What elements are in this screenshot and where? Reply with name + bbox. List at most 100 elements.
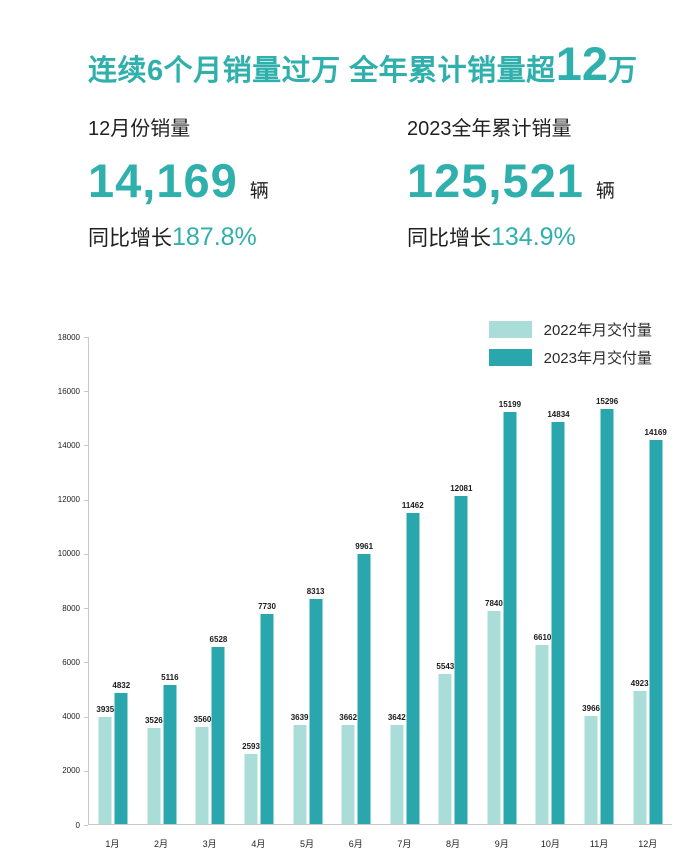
stat-value-row: 125,521 辆 [407, 153, 700, 208]
stat-value: 14,169 [88, 154, 238, 207]
title-suffix: 万 [607, 55, 638, 87]
stat-growth-label: 同比增长 [407, 227, 491, 250]
x-axis-label-6月: 6月 [348, 839, 363, 849]
y-axis-tick [84, 825, 88, 826]
bar-2022年月交付量-2月: 3526 [145, 716, 163, 824]
bar-2023年月交付量-12月: 14169 [645, 428, 667, 824]
y-axis-label: 14000 [57, 440, 80, 450]
x-axis-label-5月: 5月 [300, 839, 315, 849]
bar-group-1月: 3935 4832 [89, 337, 138, 824]
stat-label: 12月份销量 [88, 118, 191, 140]
bar-pair: 5543 12081 [436, 484, 472, 824]
bar-pair: 3560 6528 [194, 635, 227, 824]
bar-value-label: 12081 [450, 484, 473, 493]
bar-2023年月交付量-6月: 9961 [355, 542, 373, 824]
bar-2022年月交付量-1月: 3935 [96, 705, 114, 824]
bar-2022年月交付量-7月: 3642 [388, 713, 406, 824]
plot-area: 3935 4832 3526 5116 3560 6528 2593 7730 3639 8313… [88, 337, 672, 825]
stat-growth-value: 134.9% [491, 223, 576, 251]
bar-group-7月: 3642 11462 [380, 337, 429, 824]
bar-2022年月交付量-6月: 3662 [339, 713, 357, 824]
bar-group-4月: 2593 7730 [235, 337, 284, 824]
legend-item-2022: 2022年月交付量 [488, 319, 652, 340]
bar-2023年月交付量-8月: 12081 [450, 484, 472, 824]
bar-value-label: 3639 [290, 713, 309, 722]
bar-2023年月交付量-5月: 8313 [307, 587, 324, 824]
bar-pair: 7840 15199 [485, 400, 521, 824]
x-axis-label-4月: 4月 [251, 839, 266, 849]
bar-value-label: 3662 [339, 713, 358, 722]
bar-2022年月交付量-3月: 3560 [194, 715, 211, 824]
x-axis-label-11月: 11月 [589, 839, 609, 849]
y-axis-label: 8000 [62, 603, 80, 613]
stat-label: 2023全年累计销量 [407, 118, 572, 140]
bar-group-11月: 3966 15296 [575, 337, 624, 824]
bar-value-label: 5116 [161, 673, 179, 682]
bar-group-8月: 5543 12081 [429, 337, 478, 824]
bar-value-label: 3935 [96, 705, 115, 714]
y-axis-tick [84, 662, 88, 664]
y-axis-tick [84, 337, 88, 338]
bar-value-label: 5543 [436, 662, 455, 671]
bar-2022年月交付量-8月: 5543 [436, 662, 454, 824]
y-axis-tick [84, 445, 88, 447]
bar-value-label: 9961 [355, 542, 374, 551]
bar-2023年月交付量-3月: 6528 [210, 635, 227, 824]
bar-pair: 4923 14169 [631, 428, 667, 824]
y-axis-label: 0 [75, 820, 80, 830]
bar-pair: 3642 11462 [388, 501, 424, 824]
x-axis-label-9月: 9月 [494, 839, 509, 849]
y-axis-tick [84, 391, 88, 393]
bar-group-9月: 7840 15199 [478, 337, 527, 824]
bar-pair: 3662 9961 [339, 542, 373, 824]
bar-2023年月交付量-7月: 11462 [402, 501, 424, 824]
title-highlight: 12 [555, 37, 608, 90]
bar-value-label: 6610 [533, 633, 552, 642]
bar-pair: 6610 14834 [534, 410, 570, 824]
y-axis-tick [84, 499, 88, 501]
x-axis-label-8月: 8月 [446, 839, 461, 849]
y-axis-tick [84, 770, 88, 772]
bar-2022年月交付量-5月: 3639 [291, 713, 308, 824]
y-axis-label: 12000 [57, 495, 80, 505]
bar-value-label: 2593 [242, 742, 260, 751]
stat-annual-sales: 2023全年累计销量 125,521 辆 同比增长134.9% [407, 112, 700, 252]
title-prefix: 连续6个月销量过万 全年累计销量超 [88, 55, 556, 87]
bar-pair: 3639 8313 [291, 587, 324, 824]
stat-growth-row: 同比增长134.9% [407, 222, 700, 252]
bar-2022年月交付量-12月: 4923 [631, 679, 649, 824]
y-axis-tick [84, 608, 88, 610]
bar-value-label: 15199 [498, 400, 522, 409]
bar-2023年月交付量-1月: 4832 [112, 681, 130, 824]
bar-2022年月交付量-11月: 3966 [582, 704, 600, 824]
x-axis-label-12月: 12月 [638, 839, 658, 849]
bar-pair: 3966 15296 [582, 397, 618, 824]
bar-group-10月: 6610 14834 [526, 337, 575, 824]
legend-label-2023: 2023年月交付量 [543, 350, 652, 367]
bar-pair: 3935 4832 [96, 681, 130, 824]
bar-2023年月交付量-9月: 15199 [499, 400, 521, 824]
bar-value-label: 7840 [485, 599, 503, 608]
chart-legend: 2022年月交付量 2023年月交付量 [488, 319, 652, 375]
y-axis-label: 2000 [62, 766, 80, 776]
bar-group-2月: 3526 5116 [138, 337, 187, 824]
bar-2022年月交付量-10月: 6610 [534, 633, 551, 824]
stat-unit: 辆 [249, 181, 269, 202]
bar-2022年月交付量-4月: 2593 [242, 742, 260, 824]
y-axis-tick [84, 716, 88, 718]
bar-value-label: 3526 [144, 716, 163, 725]
bar-value-label: 11462 [401, 501, 424, 510]
bar-value-label: 3560 [193, 715, 212, 724]
y-axis-label: 16000 [57, 386, 80, 396]
bar-value-label: 8313 [306, 587, 325, 596]
legend-label-2022: 2022年月交付量 [543, 322, 652, 339]
bar-value-label: 3642 [387, 713, 406, 722]
stat-growth-label: 同比增长 [88, 227, 172, 250]
bar-group-12月: 4923 14169 [623, 337, 672, 824]
bar-pair: 3526 5116 [145, 673, 179, 824]
bar-value-label: 14834 [547, 410, 570, 419]
stat-growth-value: 187.8% [172, 223, 257, 251]
bar-value-label: 7730 [258, 602, 276, 611]
y-axis-label: 4000 [62, 712, 80, 722]
